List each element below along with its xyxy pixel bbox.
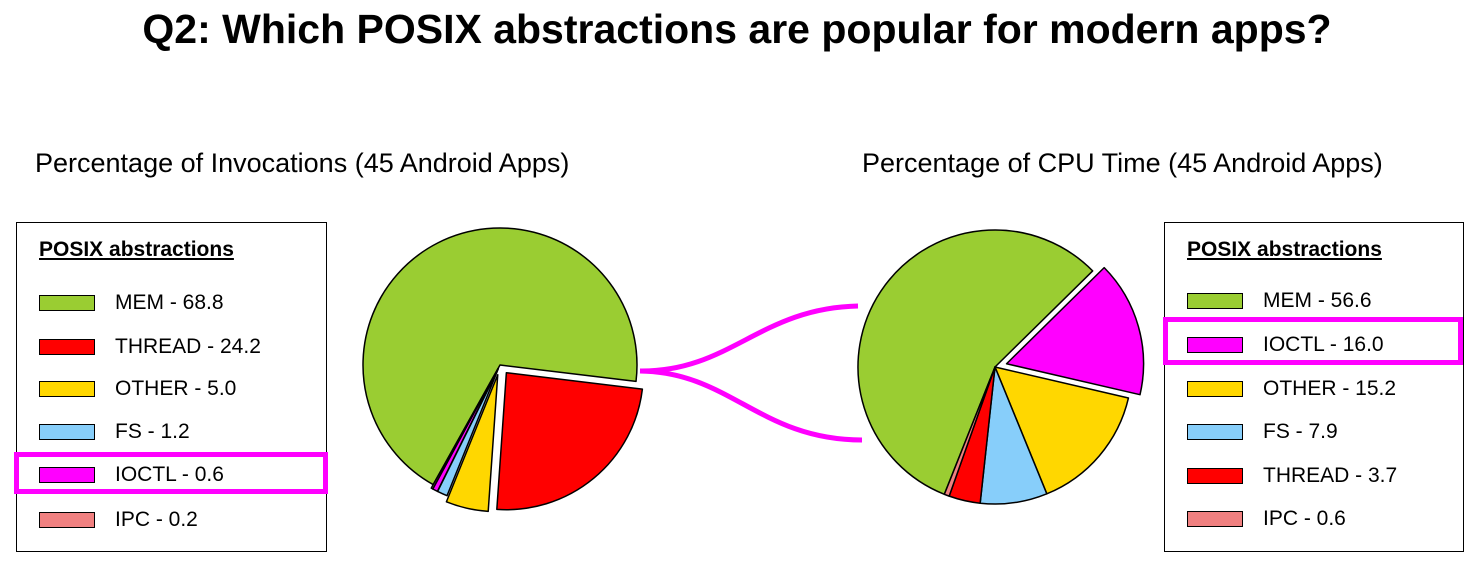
right-legend-swatch-ipc: [1187, 511, 1243, 527]
left-legend-title: POSIX abstractions: [39, 238, 234, 261]
right-legend-label-ioctl: IOCTL - 16.0: [1263, 333, 1384, 356]
left-legend-item-ioctl: IOCTL - 0.6: [39, 459, 224, 491]
left-legend-item-mem: MEM - 68.8: [39, 287, 224, 319]
left-pie-slice-mem: [362, 227, 638, 486]
left-legend-label-other: OTHER - 5.0: [115, 377, 237, 400]
left-legend: POSIX abstractions MEM - 68.8 THREAD - 2…: [16, 222, 327, 552]
ioctl-connector: [639, 303, 863, 443]
right-legend-label-mem: MEM - 56.6: [1263, 289, 1372, 312]
left-pie-slice-other: [445, 373, 499, 513]
left-legend-item-ipc: IPC - 0.2: [39, 504, 198, 536]
right-legend-label-thread: THREAD - 3.7: [1263, 464, 1398, 487]
right-legend: POSIX abstractions MEM - 56.6 IOCTL - 16…: [1164, 222, 1464, 552]
left-pie-slice-thread: [496, 371, 644, 511]
left-legend-label-fs: FS - 1.2: [115, 420, 190, 443]
right-legend-title: POSIX abstractions: [1187, 238, 1382, 261]
connector-curve-upper: [639, 303, 859, 374]
page-title: Q2: Which POSIX abstractions are popular…: [142, 6, 1332, 52]
right-legend-swatch-other: [1187, 381, 1243, 397]
left-legend-label-ipc: IPC - 0.2: [115, 508, 198, 531]
left-legend-item-thread: THREAD - 24.2: [39, 331, 261, 363]
left-chart-title: Percentage of Invocations (45 Android Ap…: [35, 148, 570, 178]
right-legend-item-ipc: IPC - 0.6: [1187, 503, 1346, 535]
left-pie-slice-ipc: [430, 367, 499, 490]
right-legend-item-thread: THREAD - 3.7: [1187, 460, 1397, 492]
connector-curve-lower: [639, 368, 863, 443]
right-legend-label-other: OTHER - 15.2: [1263, 377, 1397, 400]
left-legend-label-thread: THREAD - 24.2: [115, 335, 261, 358]
left-legend-swatch-mem: [39, 295, 95, 311]
left-legend-swatch-fs: [39, 424, 95, 440]
right-pie-slice-mem: [857, 229, 1094, 496]
right-pie-slice-ipc: [943, 366, 996, 497]
left-legend-item-fs: FS - 1.2: [39, 416, 190, 448]
left-legend-label-mem: MEM - 68.8: [115, 291, 224, 314]
right-legend-swatch-mem: [1187, 293, 1243, 309]
left-legend-label-ioctl: IOCTL - 0.6: [115, 463, 224, 486]
right-pie-chart: [857, 229, 1145, 505]
right-legend-swatch-fs: [1187, 424, 1243, 440]
right-legend-label-fs: FS - 7.9: [1263, 420, 1338, 443]
right-legend-swatch-ioctl: [1187, 337, 1243, 353]
right-pie-slice-other: [994, 366, 1130, 495]
left-legend-swatch-ipc: [39, 512, 95, 528]
right-legend-swatch-thread: [1187, 468, 1243, 484]
left-pie-chart: [362, 227, 644, 513]
left-legend-swatch-thread: [39, 339, 95, 355]
left-legend-item-other: OTHER - 5.0: [39, 373, 236, 405]
right-chart-title: Percentage of CPU Time (45 Android Apps): [862, 148, 1383, 178]
left-legend-swatch-other: [39, 381, 95, 397]
right-legend-item-other: OTHER - 15.2: [1187, 373, 1396, 405]
right-legend-label-ipc: IPC - 0.6: [1263, 507, 1346, 530]
right-pie-slice-ioctl: [1005, 266, 1145, 396]
right-legend-item-fs: FS - 7.9: [1187, 416, 1338, 448]
left-legend-swatch-ioctl: [39, 467, 95, 483]
right-legend-item-ioctl: IOCTL - 16.0: [1187, 329, 1384, 361]
right-legend-item-mem: MEM - 56.6: [1187, 285, 1372, 317]
